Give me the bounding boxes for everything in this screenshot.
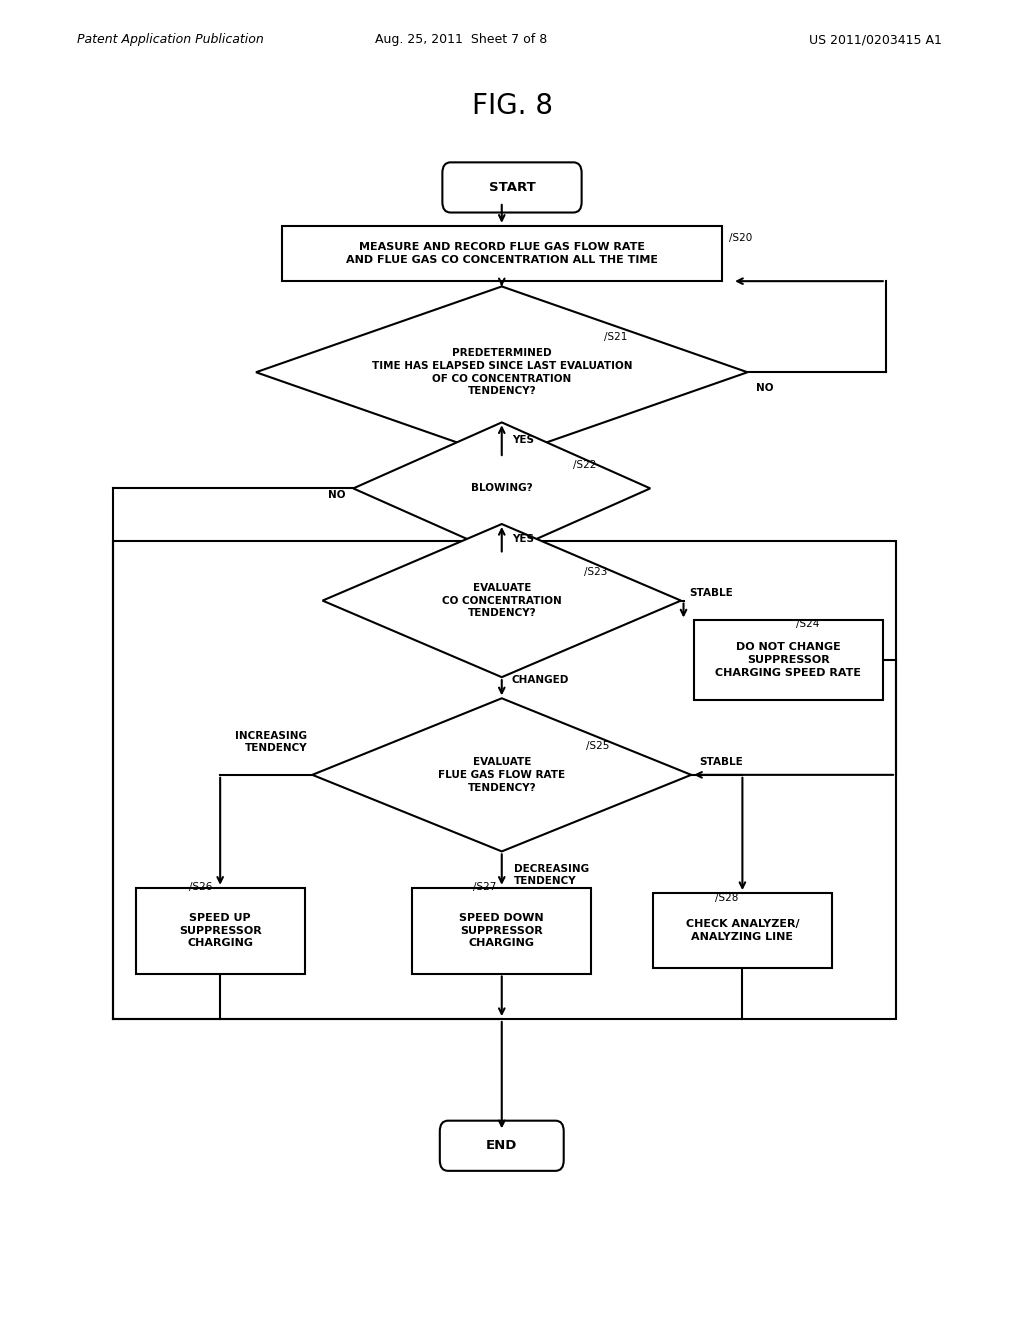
Text: US 2011/0203415 A1: US 2011/0203415 A1 xyxy=(809,33,942,46)
Text: /S23: /S23 xyxy=(584,566,607,577)
Text: /S24: /S24 xyxy=(796,619,819,630)
Bar xyxy=(412,888,591,974)
FancyBboxPatch shape xyxy=(440,1121,563,1171)
Text: EVALUATE
FLUE GAS FLOW RATE
TENDENCY?: EVALUATE FLUE GAS FLOW RATE TENDENCY? xyxy=(438,758,565,792)
Text: YES: YES xyxy=(512,535,534,544)
Text: PREDETERMINED
TIME HAS ELAPSED SINCE LAST EVALUATION
OF CO CONCENTRATION
TENDENC: PREDETERMINED TIME HAS ELAPSED SINCE LAS… xyxy=(372,348,632,396)
Text: CHANGED: CHANGED xyxy=(512,675,569,685)
Text: /S21: /S21 xyxy=(604,331,628,342)
Text: /S28: /S28 xyxy=(715,892,738,903)
Text: DO NOT CHANGE
SUPPRESSOR
CHARGING SPEED RATE: DO NOT CHANGE SUPPRESSOR CHARGING SPEED … xyxy=(716,643,861,677)
Text: END: END xyxy=(486,1139,517,1152)
Polygon shape xyxy=(256,286,748,458)
Text: STABLE: STABLE xyxy=(689,587,733,598)
Text: CHECK ANALYZER/
ANALYZING LINE: CHECK ANALYZER/ ANALYZING LINE xyxy=(686,919,799,942)
Bar xyxy=(113,541,896,1019)
Text: Aug. 25, 2011  Sheet 7 of 8: Aug. 25, 2011 Sheet 7 of 8 xyxy=(375,33,547,46)
Polygon shape xyxy=(323,524,681,677)
Text: EVALUATE
CO CONCENTRATION
TENDENCY?: EVALUATE CO CONCENTRATION TENDENCY? xyxy=(442,583,561,618)
Text: /S22: /S22 xyxy=(573,459,597,470)
Text: START: START xyxy=(488,181,536,194)
Polygon shape xyxy=(353,422,650,554)
Text: Patent Application Publication: Patent Application Publication xyxy=(77,33,263,46)
Bar xyxy=(282,226,722,281)
Text: FIG. 8: FIG. 8 xyxy=(471,91,553,120)
Text: /S25: /S25 xyxy=(586,741,609,751)
Text: SPEED UP
SUPPRESSOR
CHARGING: SPEED UP SUPPRESSOR CHARGING xyxy=(179,913,261,948)
Text: SPEED DOWN
SUPPRESSOR
CHARGING: SPEED DOWN SUPPRESSOR CHARGING xyxy=(460,913,544,948)
Text: INCREASING
TENDENCY: INCREASING TENDENCY xyxy=(236,731,307,752)
Text: NO: NO xyxy=(756,383,773,393)
Text: DECREASING
TENDENCY: DECREASING TENDENCY xyxy=(514,865,589,886)
Text: MEASURE AND RECORD FLUE GAS FLOW RATE
AND FLUE GAS CO CONCENTRATION ALL THE TIME: MEASURE AND RECORD FLUE GAS FLOW RATE AN… xyxy=(346,242,657,265)
FancyBboxPatch shape xyxy=(442,162,582,213)
Text: /S20: /S20 xyxy=(729,232,753,243)
Text: NO: NO xyxy=(328,490,345,500)
Text: /S27: /S27 xyxy=(473,882,497,892)
Polygon shape xyxy=(312,698,691,851)
Bar xyxy=(653,892,831,969)
Text: YES: YES xyxy=(512,436,534,445)
Text: STABLE: STABLE xyxy=(699,756,743,767)
Text: /S26: /S26 xyxy=(189,882,213,892)
Text: BLOWING?: BLOWING? xyxy=(471,483,532,494)
Bar xyxy=(135,888,305,974)
Bar xyxy=(694,620,883,700)
